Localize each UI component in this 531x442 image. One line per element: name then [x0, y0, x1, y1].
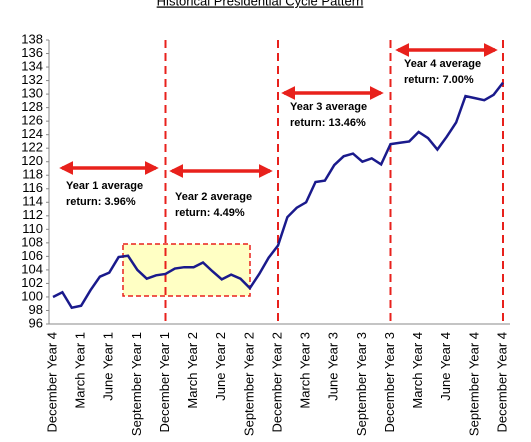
y-tick-label: 122: [21, 140, 43, 155]
y-tick-label: 96: [29, 315, 43, 330]
x-tick-label: December Year 4: [44, 332, 59, 432]
x-tick-label: December Year 1: [157, 332, 172, 432]
annotation: return: 3.96%: [66, 196, 136, 208]
y-tick-label: 126: [21, 113, 43, 128]
x-tick-label: June Year 3: [326, 332, 341, 401]
annotation: return: 4.49%: [175, 207, 245, 219]
highlight-box: [122, 243, 251, 297]
y-tick-label: 98: [29, 302, 43, 317]
y-tick-label: 114: [22, 194, 43, 209]
y-tick-label: 108: [21, 234, 43, 249]
x-tick-label: June Year 4: [438, 332, 453, 401]
annotation: Year 2 average: [175, 191, 252, 203]
annotation: Year 3 average: [290, 101, 367, 113]
y-tick-label: 118: [22, 167, 43, 182]
x-tick-label: September Year 3: [354, 332, 369, 436]
y-tick-label: 116: [22, 180, 43, 195]
x-tick-label: March Year 1: [73, 332, 88, 409]
y-tick-label: 112: [22, 207, 43, 222]
y-tick-label: 138: [21, 31, 43, 46]
y-tick-label: 110: [22, 221, 43, 236]
annotation: return: 13.46%: [290, 117, 366, 129]
x-tick-label: December Year 3: [382, 332, 397, 432]
x-tick-label: June Year 1: [101, 332, 116, 401]
x-tick-label: December Year 2: [269, 332, 284, 432]
y-tick-label: 102: [21, 275, 43, 290]
y-tick-label: 130: [21, 86, 43, 101]
annotation: Year 1 average: [66, 180, 143, 192]
y-tick-label: 132: [21, 72, 43, 87]
x-tick-label: June Year 2: [213, 332, 228, 401]
x-tick-label: March Year 3: [298, 332, 313, 409]
y-tick-label: 100: [21, 288, 43, 303]
x-tick-label: September Year 1: [129, 332, 144, 436]
y-tick-label: 134: [21, 58, 43, 73]
y-tick-label: 128: [21, 99, 43, 114]
y-tick-label: 136: [21, 45, 43, 60]
y-tick-label: 104: [21, 261, 43, 276]
chart-title: Historical Presidential Cycle Pattern: [157, 0, 364, 8]
y-tick-label: 120: [21, 153, 43, 168]
data-line: [52, 81, 504, 310]
y-tick-label: 124: [21, 126, 43, 141]
x-tick-label: March Year 4: [410, 332, 425, 409]
annotation: return: 7.00%: [404, 74, 474, 86]
x-tick-label: September Year 2: [241, 332, 256, 436]
y-tick-label: 106: [21, 248, 43, 263]
x-tick-label: September Year 4: [466, 332, 481, 436]
annotation: Year 4 average: [404, 58, 481, 70]
x-tick-label: December Year 4: [494, 332, 509, 432]
x-tick-label: March Year 2: [185, 332, 200, 409]
